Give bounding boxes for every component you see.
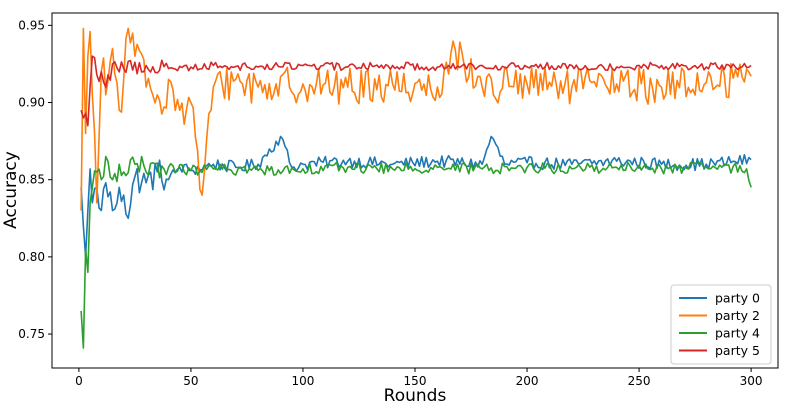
series-line-party-4 [80,155,752,349]
x-tick-label: 0 [75,374,83,388]
y-tick-label: 0.85 [18,173,45,187]
series-layer [80,27,752,349]
legend: party 0 party 2 party 4 party 5 [670,284,772,365]
x-tick-label: 200 [516,374,539,388]
x-tick-label: 300 [740,374,763,388]
legend-label: party 5 [715,343,760,358]
y-tick-label: 0.75 [18,327,45,341]
series-line-party-5 [80,55,752,127]
legend-box [670,284,772,365]
y-tick-label: 0.80 [18,250,45,264]
y-tick-label: 0.90 [18,96,45,110]
legend-label: party 2 [715,308,760,323]
legend-label: party 0 [715,291,760,306]
x-tick-label: 150 [404,374,427,388]
x-tick-label: 100 [292,374,315,388]
legend-label: party 4 [715,326,760,341]
y-axis-label: Accuracy [1,151,21,229]
x-tick-label: 50 [183,374,198,388]
x-axis-label: Rounds [384,386,447,406]
x-axis: 0 50 100 150 200 250 300 [75,368,763,388]
y-axis: 0.75 0.80 0.85 0.90 0.95 [18,18,52,341]
series-line-party-2 [80,27,752,211]
x-tick-label: 250 [628,374,651,388]
y-tick-label: 0.95 [18,18,45,32]
